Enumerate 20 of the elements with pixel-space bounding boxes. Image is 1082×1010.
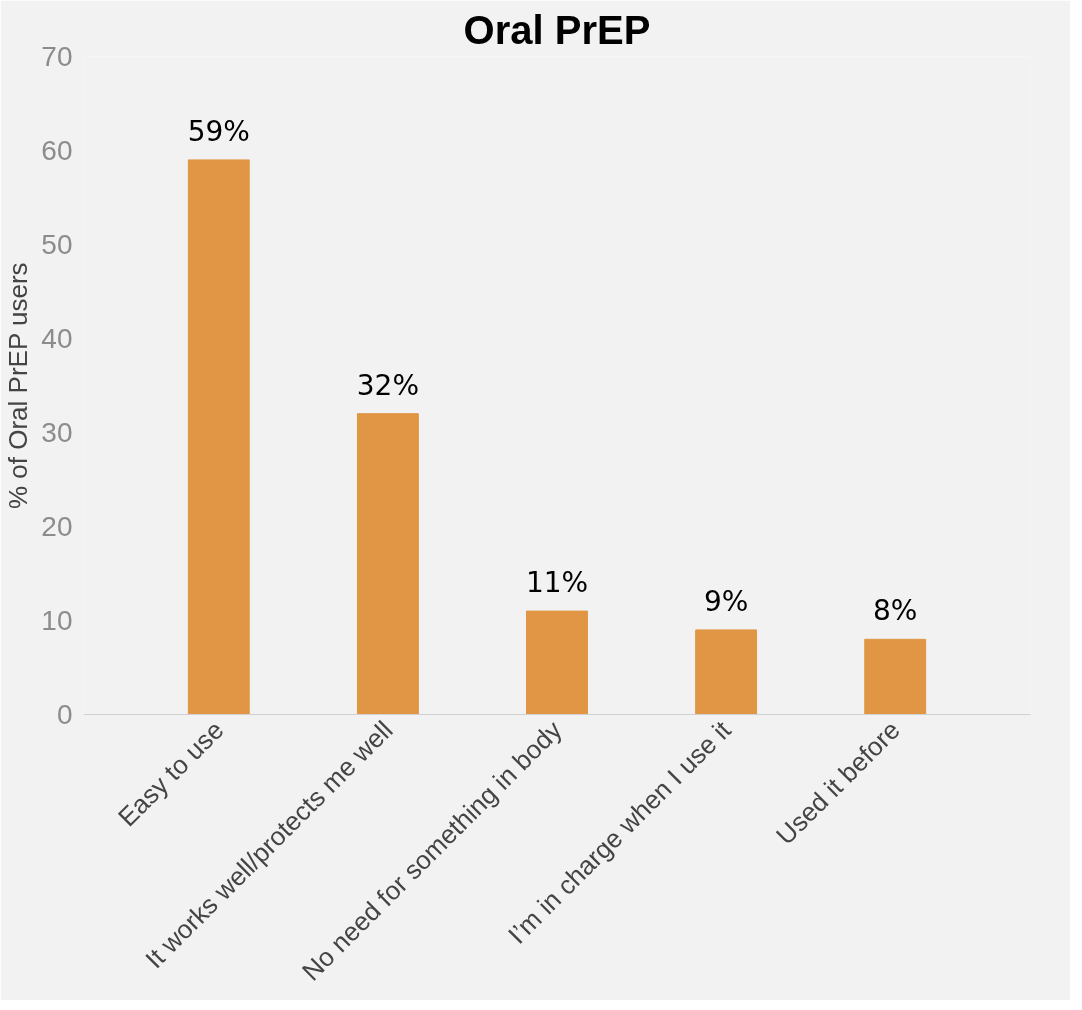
y-tick-label: 30 <box>41 417 73 448</box>
bar <box>526 610 588 715</box>
y-axis-title: % of Oral PrEP users <box>3 262 34 510</box>
y-tick-label: 50 <box>41 229 73 260</box>
data-label: 9% <box>703 584 749 618</box>
data-label: 8% <box>873 594 918 628</box>
bar <box>695 629 758 715</box>
data-label: 11% <box>525 566 589 600</box>
y-tick-label: 40 <box>41 323 73 354</box>
bar <box>187 159 250 715</box>
chart-title: Oral PrEP <box>463 7 651 52</box>
bar <box>356 413 419 715</box>
y-tick-label: 0 <box>56 699 73 730</box>
data-label: 32% <box>356 368 420 402</box>
data-label: 59% <box>187 114 250 148</box>
y-tick-label: 10 <box>41 605 73 636</box>
y-tick-label: 60 <box>41 135 73 166</box>
bar <box>864 638 927 715</box>
y-tick-label: 70 <box>41 41 73 72</box>
y-tick-label: 20 <box>41 511 73 542</box>
